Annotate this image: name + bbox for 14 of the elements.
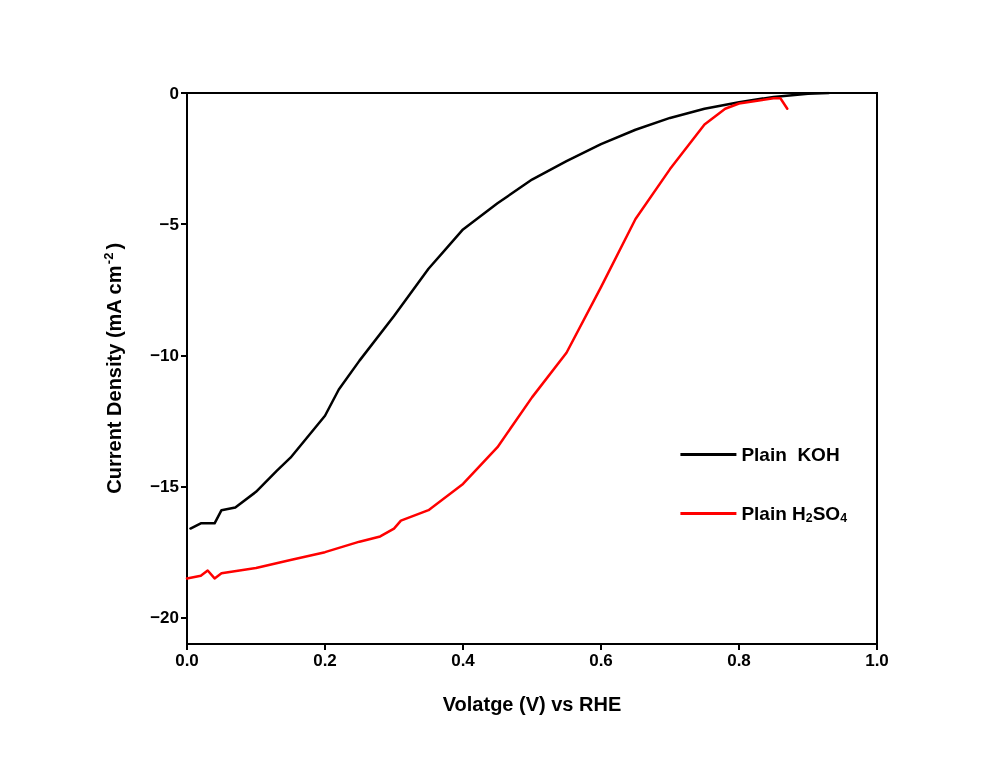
x-axis-title: Volatge (V) vs RHE xyxy=(442,693,622,715)
y-tick-label: −5 xyxy=(159,214,179,234)
y-tick-label: 0 xyxy=(169,83,179,103)
y-tick-label: −10 xyxy=(150,345,179,365)
x-tick-label: 1.0 xyxy=(865,651,889,670)
x-tick-label: 0.6 xyxy=(589,651,613,670)
x-tick-label: 0.0 xyxy=(175,651,199,670)
y-tick-label: −20 xyxy=(150,608,179,628)
x-tick-label: 0.8 xyxy=(727,651,751,670)
x-tick-label: 0.2 xyxy=(313,651,337,670)
y-tick-label: −15 xyxy=(150,477,179,497)
y-axis-title: Current Density (mA cm-2) xyxy=(101,242,125,494)
legend-label: Plain KOH xyxy=(741,444,840,465)
x-tick-label: 0.4 xyxy=(451,651,476,670)
